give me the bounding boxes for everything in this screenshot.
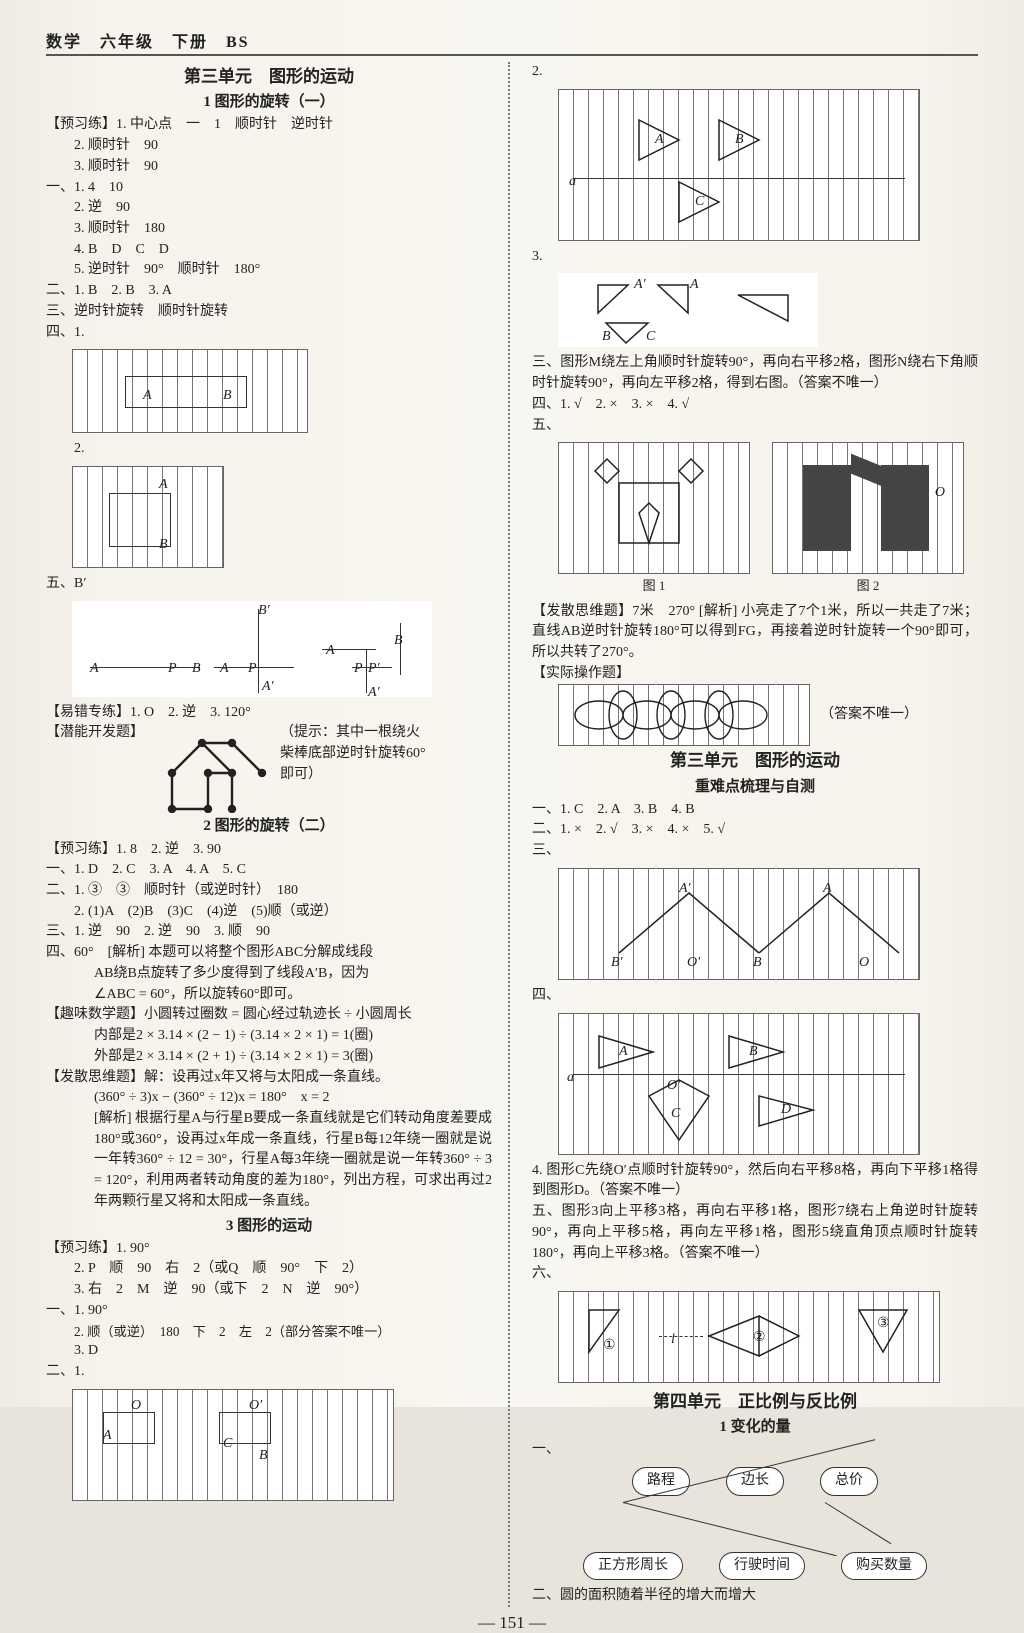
- text-line: 一、1. 90°: [46, 1301, 492, 1322]
- text-line: 2. 顺（或逆） 180 下 2 左 2（部分答案不唯一）: [46, 1322, 492, 1342]
- text-line: 2.: [532, 62, 978, 83]
- text-line: 一、1. D 2. C 3. A 4. A 5. C: [46, 860, 492, 881]
- pill: 边长: [726, 1467, 784, 1496]
- text-line: 2. 顺时针 90: [46, 136, 492, 157]
- section-1-title: 1 图形的旋转（一）: [46, 91, 492, 113]
- text-line: 3. 顺时针 180: [46, 219, 492, 240]
- right-column: 2. A B a C 3.: [516, 62, 978, 1607]
- column-divider: [508, 62, 510, 1607]
- text-line: 2. (1)A (2)B (3)C (4)逆 (5)顺（或逆）: [46, 902, 492, 923]
- unit-4-title: 第四单元 正比例与反比例: [532, 1389, 978, 1414]
- text-line: 五、B′: [46, 574, 492, 595]
- text-block: [解析] 根据行星A与行星B要成一条直线就是它们转动角度差要成180°或360°…: [46, 1109, 492, 1213]
- pill: 总价: [820, 1467, 878, 1496]
- text-line: 四、1. √ 2. × 3. × 4. √: [532, 395, 978, 416]
- figure-3-1: O O′ A C B: [72, 1389, 492, 1501]
- text-line: 【实际操作题】: [532, 664, 978, 685]
- text-line: 一、: [532, 1440, 978, 1461]
- fig-label: 图 1: [558, 576, 750, 595]
- figure-5: B′ A P B A P A P B P′ A′ A′: [72, 601, 492, 697]
- page-number: — 151 —: [46, 1613, 978, 1633]
- text-line: 三、1. 逆 90 2. 逆 90 3. 顺 90: [46, 922, 492, 943]
- text-line: 【潜能开发题】: [46, 723, 144, 744]
- text-line: 【趣味数学题】小圆转过圈数 = 圆心经过轨迹长 ÷ 小圆周长: [46, 1005, 492, 1026]
- text-line: ∠ABC = 60°，所以旋转60°即可。: [46, 985, 492, 1006]
- unit-title-2: 第三单元 图形的运动: [532, 748, 978, 773]
- text-block: 五、图形3向上平移3格，再向右平移1格，图形7绕右上角逆时针旋转90°，再向上平…: [532, 1202, 978, 1264]
- text-line: (360° ÷ 3)x − (360° ÷ 12)x = 180° x = 2: [46, 1088, 492, 1109]
- section-2-title: 2 图形的旋转（二）: [46, 815, 492, 837]
- text-line: 二、1. ③ ③ 顺时针（或逆时针） 180: [46, 881, 492, 902]
- two-column-layout: 第三单元 图形的运动 1 图形的旋转（一） 【预习练】1. 中心点 一 1 顺时…: [46, 62, 978, 1607]
- sub-title-2: 重难点梳理与自测: [532, 776, 978, 798]
- text-line: 四、60° [解析] 本题可以将整个图形ABC分解成线段: [46, 943, 492, 964]
- text-line: 3. 顺时针 90: [46, 157, 492, 178]
- pill-row-bottom: 正方形周长 行驶时间 购买数量: [532, 1552, 978, 1581]
- pill: 行驶时间: [719, 1552, 805, 1581]
- text-block: 三、图形M绕左上角顺时针旋转90°，再向右平移2格，图形N绕右下角顺时针旋转90…: [532, 353, 978, 394]
- text-line: 2. P 顺 90 右 2（或Q 顺 90° 下 2）: [46, 1259, 492, 1280]
- text-line: 二、1.: [46, 1362, 492, 1383]
- page-header: 数学 六年级 下册 BS: [46, 28, 978, 56]
- text-line: 内部是2 × 3.14 × (2 − 1) ÷ (3.14 × 2 × 1) =…: [46, 1026, 492, 1047]
- text-line: 三、: [532, 841, 978, 862]
- text-line: 【发散思维题】解：设再过x年又将与太阳成一条直线。: [46, 1068, 492, 1089]
- text-line: 二、1. × 2. √ 3. × 4. × 5. √: [532, 820, 978, 841]
- text-line: 一、1. C 2. A 3. B 4. B: [532, 800, 978, 821]
- text-line: 外部是2 × 3.14 × (2 + 1) ÷ (3.14 × 2 × 1) =…: [46, 1047, 492, 1068]
- pill-row-top: 路程 边长 总价: [532, 1467, 978, 1496]
- text-line: 2. 逆 90: [46, 198, 492, 219]
- text-line: 二、圆的面积随着半径的增大而增大: [532, 1586, 978, 1607]
- unit-title: 第三单元 图形的运动: [46, 64, 492, 89]
- fig-label: 图 2: [772, 576, 964, 595]
- text-line: 5. 逆时针 90° 顺时针 180°: [46, 260, 492, 281]
- pill: 购买数量: [841, 1552, 927, 1581]
- text-line: 五、: [532, 416, 978, 437]
- page-root: 数学 六年级 下册 BS 第三单元 图形的运动 1 图形的旋转（一） 【预习练】…: [0, 0, 1024, 1407]
- text-line: 六、: [532, 1264, 978, 1285]
- figure-r14: ① l ② ③: [558, 1291, 978, 1383]
- unit-4-sub: 1 变化的量: [532, 1416, 978, 1438]
- text-line: 三、逆时针旋转 顺时针旋转: [46, 302, 492, 323]
- text-line: 四、: [532, 986, 978, 1007]
- text-line: 3. 右 2 M 逆 90（或下 2 N 逆 90°）: [46, 1280, 492, 1301]
- text-line: 4. 图形C先绕O′点顺时针旋转90°，然后向右平移8格，再向下平移1格得到图形…: [532, 1161, 978, 1202]
- text-note: （答案不唯一）: [820, 705, 918, 726]
- figure-r10: A′ A B′ O′ B O: [558, 868, 978, 980]
- cross-lines: [565, 1502, 945, 1546]
- figure-house: [152, 723, 272, 813]
- text-line: 2.: [46, 439, 492, 460]
- figure-r11: A B a O′ C D: [558, 1013, 978, 1155]
- text-line: 【预习练】1. 8 2. 逆 3. 90: [46, 840, 492, 861]
- text-line: 3.: [532, 247, 978, 268]
- figure-r7: [558, 684, 810, 746]
- figure-4-1: A B: [72, 349, 492, 433]
- figure-r3: A′ A B C: [558, 273, 978, 347]
- text-line: AB绕B点旋转了多少度得到了线段A′B，因为: [46, 964, 492, 985]
- text-line: 一、1. 4 10: [46, 178, 492, 199]
- text-line: 【易错专练】1. O 2. 逆 3. 120°: [46, 703, 492, 724]
- figure-r2: A B a C: [558, 89, 978, 241]
- pill: 正方形周长: [583, 1552, 683, 1581]
- section-3-title: 3 图形的运动: [46, 1215, 492, 1237]
- text-line: 四、1.: [46, 323, 492, 344]
- text-line: 4. B D C D: [46, 240, 492, 261]
- text-note: （提示：其中一根绕火柴棒底部逆时针旋转60°即可）: [280, 723, 430, 785]
- figure-r5-pair: 图 1 O 图 2: [558, 442, 978, 595]
- left-column: 第三单元 图形的运动 1 图形的旋转（一） 【预习练】1. 中心点 一 1 顺时…: [46, 62, 502, 1607]
- text-line: 【预习练】1. 中心点 一 1 顺时针 逆时针: [46, 115, 492, 136]
- text-block: 【发散思维题】7米 270° [解析] 小亮走了7个1米，所以一共走了7米；直线…: [532, 602, 978, 664]
- text-line: 【预习练】1. 90°: [46, 1239, 492, 1260]
- text-line: 二、1. B 2. B 3. A: [46, 281, 492, 302]
- figure-4-2: A B: [72, 466, 492, 568]
- text-line: 3. D: [46, 1341, 492, 1362]
